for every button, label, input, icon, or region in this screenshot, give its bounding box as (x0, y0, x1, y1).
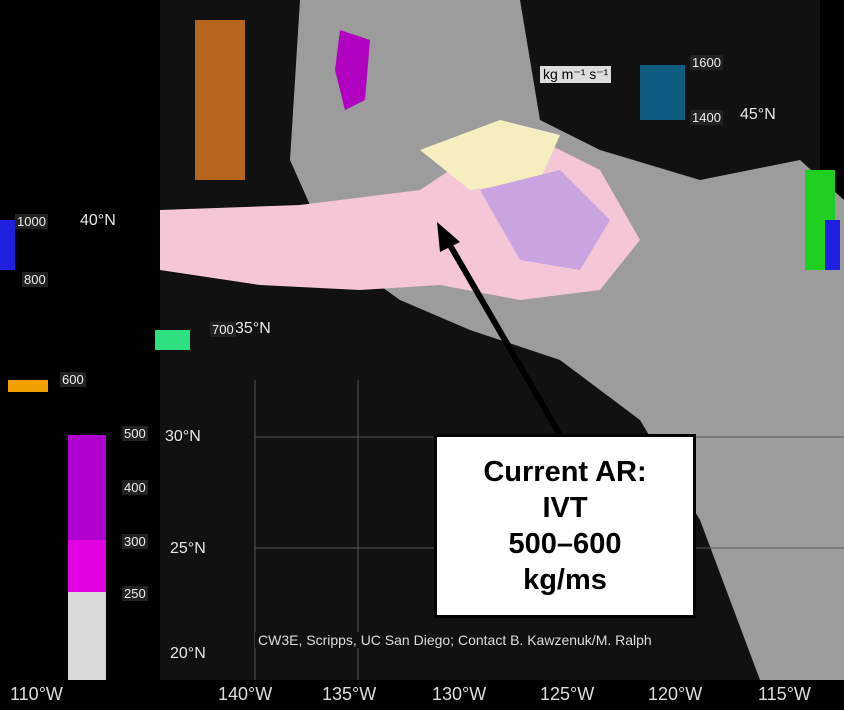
stripes (195, 20, 245, 180)
colorbar-label: 400 (122, 480, 148, 495)
callout-line: IVT (542, 492, 588, 524)
land (290, 0, 844, 680)
colorbar-segment (68, 435, 106, 540)
colorbar-label: 700 (210, 322, 236, 337)
latitude-label: 25°N (170, 540, 206, 557)
colorbar-label: 300 (122, 534, 148, 549)
longitude-label: 135°W (322, 684, 377, 704)
longitude-label: 125°W (540, 684, 595, 704)
latitude-label: 35°N (235, 320, 271, 337)
swatch (0, 220, 15, 270)
units-label: kg m⁻¹ s⁻¹ (540, 66, 612, 83)
swatch (640, 65, 685, 120)
ivt-yellow (420, 120, 560, 190)
latitude-label: 40°N (80, 212, 116, 229)
swatch (8, 380, 48, 392)
colorbar-label: 800 (22, 272, 48, 287)
callout-line: Current AR: (483, 456, 647, 488)
callout-line: kg/ms (523, 564, 607, 596)
colorbar-label: 500 (122, 426, 148, 441)
arrow-head (437, 222, 460, 252)
colorbar-label: 1400 (690, 110, 723, 125)
colorbar-label: 1600 (690, 55, 723, 70)
callout-line: 500–600 (508, 528, 622, 560)
swatch (825, 220, 840, 270)
longitude-label: 115°W (758, 684, 811, 704)
longitude-label: 130°W (432, 684, 487, 704)
longitude-label: 120°W (648, 684, 703, 704)
credit: CW3E, Scripps, UC San Diego; Contact B. … (255, 632, 655, 648)
swatch (155, 330, 190, 350)
latitude-label: 45°N (740, 106, 776, 123)
colorbar-segment (68, 540, 106, 592)
ivt-magenta (335, 30, 370, 110)
colorbar-label: 1000 (15, 214, 48, 229)
latitude-label: 20°N (170, 645, 206, 662)
callout-box: Current AR: IVT 500–600 kg/ms (434, 434, 696, 618)
colorbar-label: 250 (122, 586, 148, 601)
longitude-label: 110°W (10, 684, 63, 704)
longitude-label: 140°W (218, 684, 273, 704)
callout-arrow (444, 238, 563, 437)
latitude-label: 30°N (165, 428, 201, 445)
ivt-purple (480, 170, 610, 270)
colorbar-segment (68, 592, 106, 680)
colorbar-label: 600 (60, 372, 86, 387)
